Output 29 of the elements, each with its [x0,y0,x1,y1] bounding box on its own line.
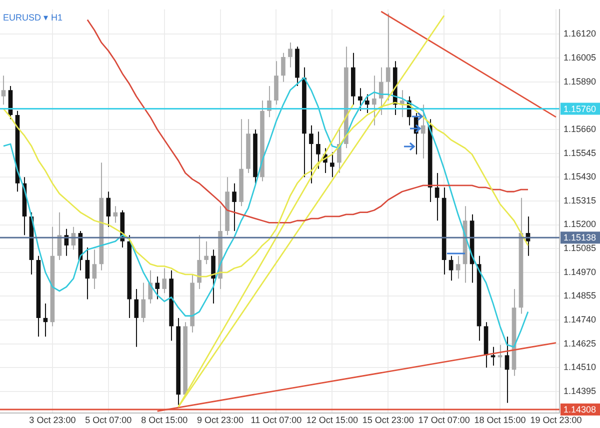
x-tick-label: 12 Oct 15:00 [306,415,358,426]
y-tick-label: 1.14970 [563,266,596,277]
chart-title: EURUSD ▾ H1 [3,12,63,22]
x-tick-label: 15 Oct 23:00 [362,415,414,426]
ref-line-label: 1.15760 [563,104,596,114]
x-tick-label: 18 Oct 15:00 [474,415,526,426]
y-tick-label: 1.15315 [563,195,596,206]
y-tick-label: 1.15890 [563,76,596,86]
y-tick-label: 1.16120 [563,28,596,39]
ref-line-label: 1.15138 [563,232,596,243]
x-tick-label: 11 Oct 07:00 [250,415,302,426]
y-tick-label: 1.14625 [563,338,596,348]
x-tick-label: 17 Oct 07:00 [418,415,470,426]
y-tick-label: 1.15200 [563,219,596,230]
y-tick-label: 1.15660 [563,124,596,134]
x-tick-label: 5 Oct 07:00 [85,415,132,426]
y-tick-label: 1.16005 [563,52,596,63]
x-tick-label: 9 Oct 23:00 [197,415,244,426]
x-tick-label: 19 Oct 23:00 [530,415,582,426]
y-tick-label: 1.14855 [563,290,596,301]
y-tick-label: 1.14740 [563,314,596,324]
y-tick-label: 1.14510 [563,362,596,372]
x-tick-label: 8 Oct 15:00 [141,415,188,426]
y-tick-label: 1.15430 [563,172,596,182]
y-tick-label: 1.15545 [563,148,596,158]
y-tick-label: 1.15085 [563,243,596,254]
x-tick-label: 3 Oct 23:00 [29,415,76,426]
y-tick-label: 1.14395 [563,386,596,396]
ref-line-label: 1.14308 [563,404,596,414]
